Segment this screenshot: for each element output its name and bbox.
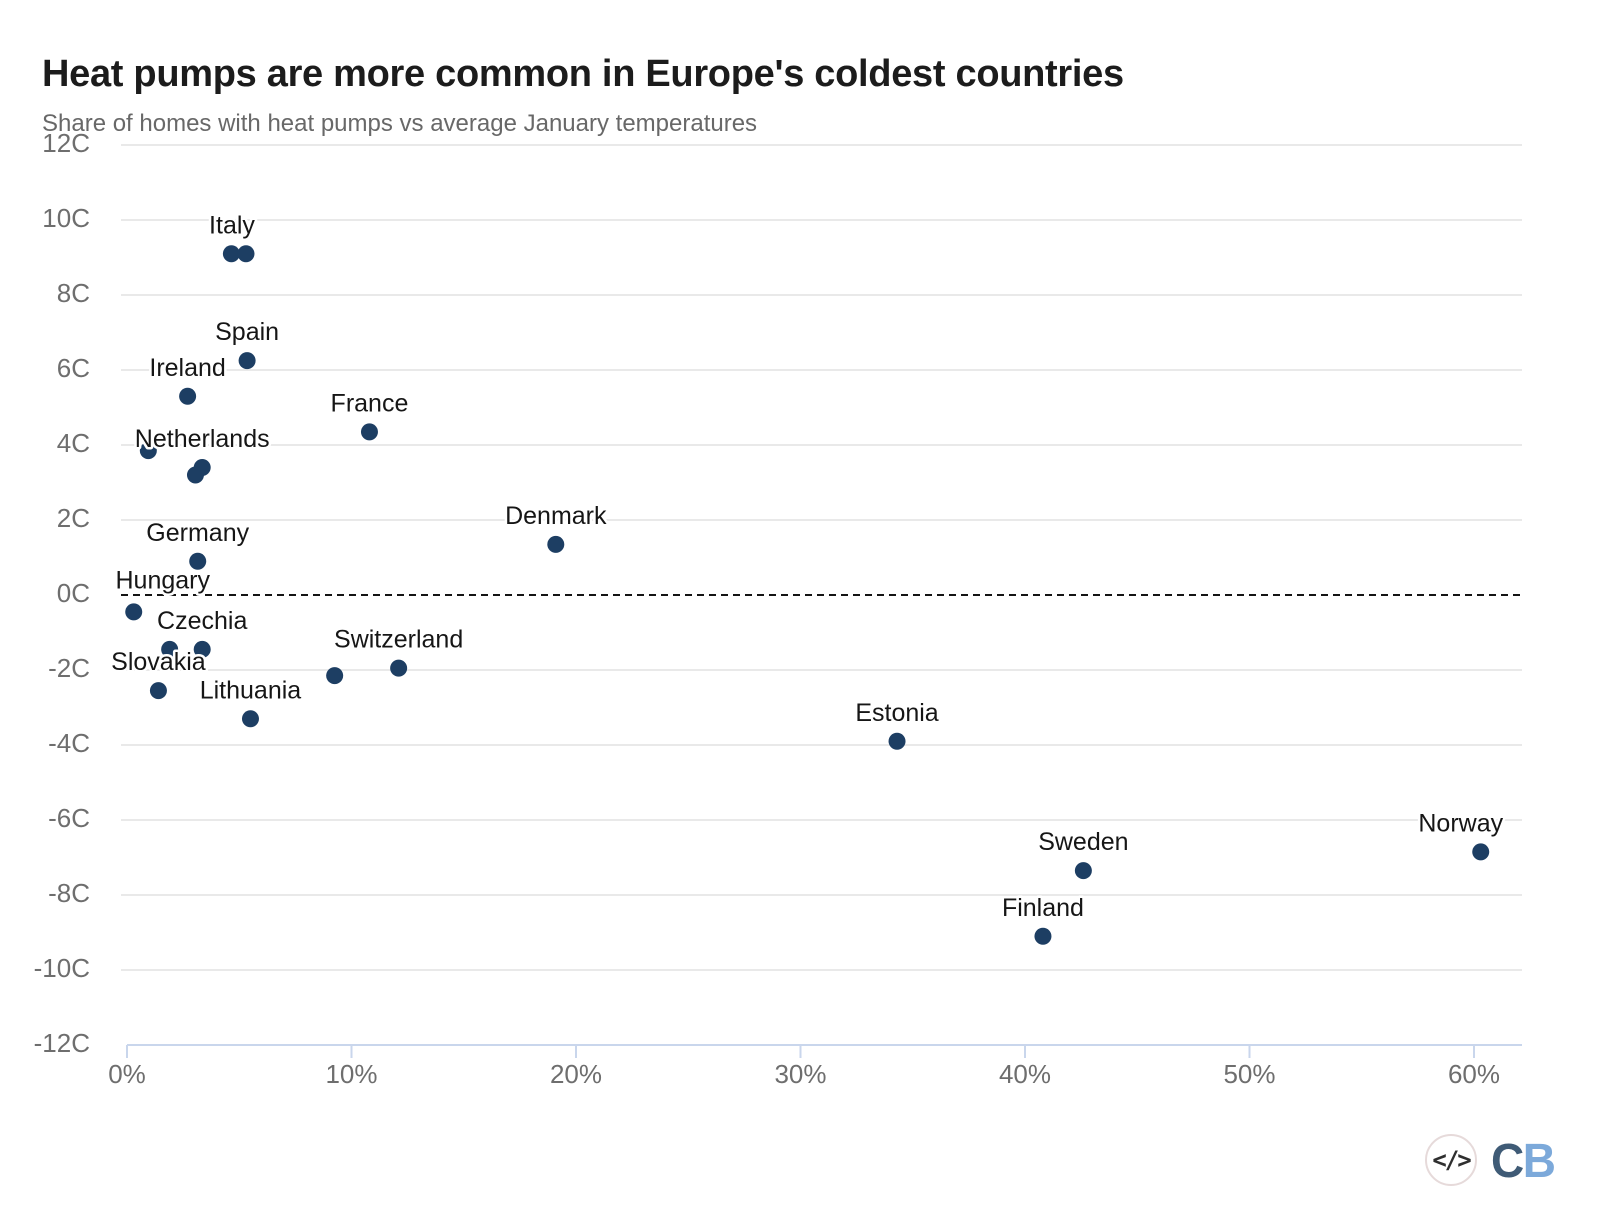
x-tick-label: 60% <box>1448 1059 1500 1089</box>
y-tick-label: 10C <box>42 203 90 233</box>
y-tick-label: 12C <box>42 128 90 158</box>
page-title: Heat pumps are more common in Europe's c… <box>42 53 1124 96</box>
x-tick-label: 40% <box>999 1059 1051 1089</box>
country-label: Italy <box>209 211 255 239</box>
data-point <box>179 387 197 405</box>
y-tick-label: 4C <box>57 428 90 458</box>
data-point <box>360 423 378 441</box>
x-tick-label: 30% <box>774 1059 826 1089</box>
data-point <box>326 667 344 685</box>
y-tick-label: 2C <box>57 503 90 533</box>
chart-subtitle: Share of homes with heat pumps vs averag… <box>42 110 758 137</box>
carbon-brief-logo: CB <box>1491 1136 1556 1184</box>
code-icon: </> <box>1425 1134 1477 1186</box>
logo-letter-b: B <box>1522 1132 1556 1188</box>
data-point <box>222 245 240 263</box>
country-label: Slovakia <box>111 648 206 676</box>
data-point <box>238 352 256 370</box>
data-point <box>139 442 157 460</box>
country-label: Switzerland <box>334 626 463 654</box>
country-label: Denmark <box>505 502 607 530</box>
y-tick-label: 6C <box>57 353 90 383</box>
x-tick-label: 20% <box>550 1059 602 1089</box>
country-label: Lithuania <box>200 676 302 704</box>
x-tick-label: 0% <box>108 1059 146 1089</box>
x-tick-label: 10% <box>325 1059 377 1089</box>
data-point <box>125 603 143 621</box>
y-tick-label: 8C <box>57 278 90 308</box>
data-point <box>1472 843 1490 861</box>
data-point <box>547 535 565 553</box>
data-point <box>189 552 207 570</box>
data-point <box>149 682 167 700</box>
country-label: Czechia <box>157 607 247 635</box>
y-tick-label: -10C <box>34 953 90 983</box>
y-tick-label: -2C <box>48 653 90 683</box>
data-point <box>161 640 179 658</box>
country-label: Estonia <box>855 699 938 727</box>
data-point <box>241 710 259 728</box>
data-point <box>193 640 211 658</box>
data-point <box>888 732 906 750</box>
credit-footer: </> CB <box>1425 1124 1575 1196</box>
y-tick-label: 0C <box>57 578 90 608</box>
country-label: Spain <box>215 318 279 346</box>
country-label: Netherlands <box>135 425 270 453</box>
y-tick-label: -8C <box>48 878 90 908</box>
data-point <box>186 466 204 484</box>
country-label: Sweden <box>1038 828 1128 856</box>
country-label: France <box>331 389 409 417</box>
y-tick-label: -4C <box>48 728 90 758</box>
data-point <box>237 245 255 263</box>
country-label: Norway <box>1418 809 1503 837</box>
x-tick-label: 50% <box>1223 1059 1275 1089</box>
y-tick-label: -6C <box>48 803 90 833</box>
country-label: Ireland <box>149 354 225 382</box>
data-point <box>390 659 408 677</box>
code-glyph: </> <box>1432 1146 1471 1174</box>
logo-letter-c: C <box>1491 1132 1524 1188</box>
country-label: Finland <box>1002 894 1084 922</box>
data-point <box>1074 862 1092 880</box>
data-point <box>1034 927 1052 945</box>
country-label: Hungary <box>115 566 210 594</box>
country-label: Germany <box>146 519 249 547</box>
y-tick-label: -12C <box>34 1028 90 1058</box>
